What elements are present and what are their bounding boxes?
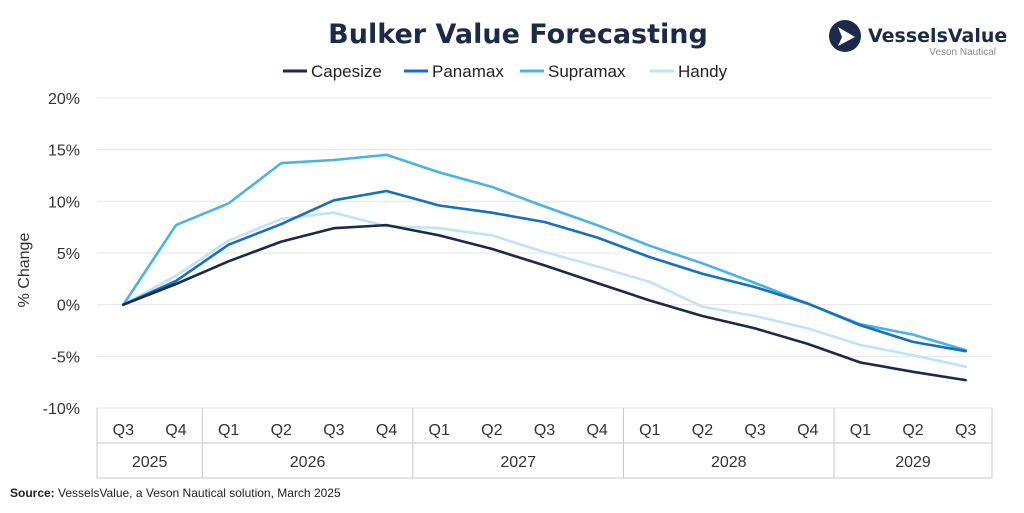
series-line-handy <box>122 211 967 368</box>
y-tick-label: 15% <box>48 143 80 160</box>
y-tick-label: 0% <box>57 298 80 315</box>
logo-tagline: Veson Nautical <box>929 47 996 58</box>
quarter-label: Q3 <box>113 422 134 439</box>
quarter-label: Q3 <box>955 422 976 439</box>
quarter-label: Q2 <box>692 422 713 439</box>
vesselsvalue-logo: VesselsValue Veson Nautical <box>829 20 1007 58</box>
series-line-panamax <box>122 189 967 353</box>
logo-name: VesselsValue <box>868 25 1007 47</box>
quarter-label: Q3 <box>744 422 765 439</box>
year-label: 2029 <box>895 454 931 471</box>
quarter-label: Q1 <box>218 422 239 439</box>
quarter-label: Q4 <box>797 422 818 439</box>
quarter-label: Q1 <box>639 422 660 439</box>
legend: Capesize Panamax Supramax Handy <box>283 62 728 81</box>
quarter-label: Q3 <box>534 422 555 439</box>
quarter-label: Q1 <box>850 422 871 439</box>
legend-label-handy: Handy <box>678 62 728 81</box>
series-lines <box>122 153 967 382</box>
source-label: Source: <box>10 486 55 500</box>
year-label: 2028 <box>711 454 747 471</box>
quarter-label: Q4 <box>586 422 607 439</box>
quarter-label: Q2 <box>902 422 923 439</box>
y-tick-label: 10% <box>48 194 80 211</box>
year-label: 2025 <box>132 454 168 471</box>
legend-label-capesize: Capesize <box>311 62 382 81</box>
quarter-label: Q4 <box>165 422 186 439</box>
source-text: VesselsValue, a Veson Nautical solution,… <box>55 486 341 500</box>
y-tick-label: 5% <box>57 246 80 263</box>
quarter-label: Q3 <box>323 422 344 439</box>
quarter-label: Q1 <box>429 422 450 439</box>
chart-title: Bulker Value Forecasting <box>328 19 708 50</box>
quarter-label: Q2 <box>271 422 292 439</box>
y-tick-label: 20% <box>48 91 80 108</box>
x-axis: 2025 2026 2027 2028 2029 Q3 Q4 Q1 Q2 Q3 Q4 Q1 Q2 Q3 Q4… <box>96 408 993 479</box>
source-note: Source: VesselsValue, a Veson Nautical s… <box>10 486 341 500</box>
quarter-label: Q2 <box>481 422 502 439</box>
year-label: 2026 <box>290 454 326 471</box>
y-axis-label: % Change <box>16 233 33 308</box>
y-tick-labels: 20% 15% 10% 5% 0% -5% -10% <box>43 91 80 418</box>
legend-label-supramax: Supramax <box>548 62 626 81</box>
y-tick-label: -5% <box>52 349 80 366</box>
quarter-label: Q4 <box>376 422 397 439</box>
year-label: 2027 <box>500 454 536 471</box>
logo-icon-arrow <box>838 27 855 46</box>
y-tick-label: -10% <box>43 401 80 418</box>
legend-label-panamax: Panamax <box>432 62 504 81</box>
series-line-capesize <box>122 223 967 382</box>
